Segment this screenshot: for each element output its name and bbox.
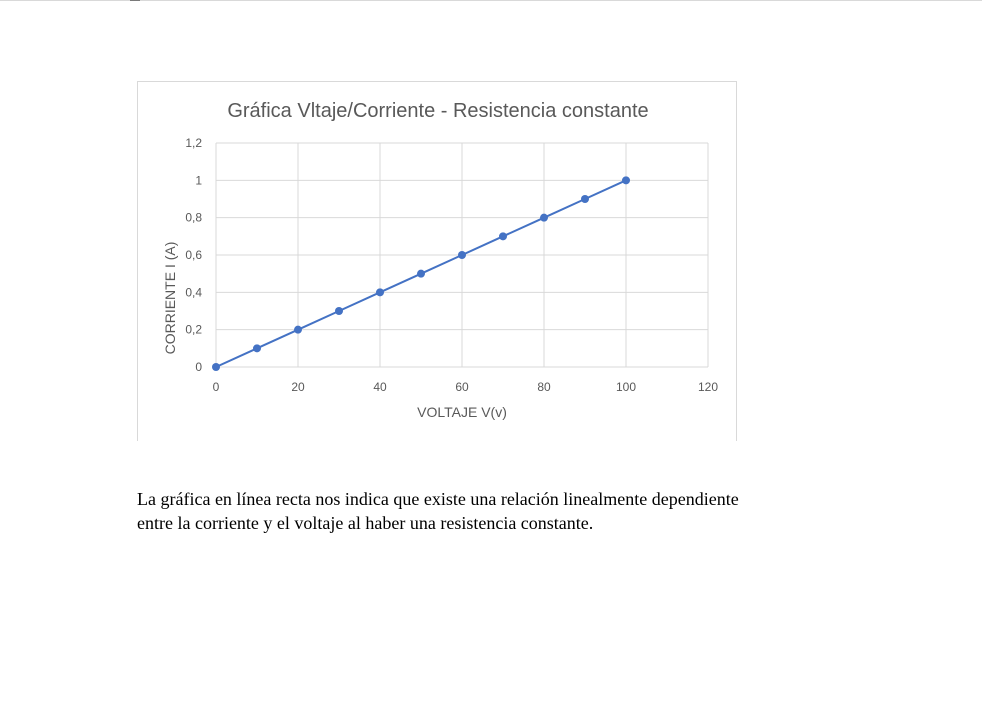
data-point [581,195,589,203]
x-tick-label: 0 [213,380,220,394]
chart-container: Gráfica Vltaje/Corriente - Resistencia c… [137,81,737,441]
data-point [622,176,630,185]
data-point [499,232,507,241]
x-tick-label: 60 [455,380,469,394]
body-paragraph: La gráfica en línea recta nos indica que… [137,487,837,535]
x-tick-label: 20 [291,380,305,394]
y-axis-tick-labels: 0 0,2 0,4 0,6 0,8 1 1,2 [185,136,202,374]
y-tick-label: 0,2 [185,323,202,337]
y-tick-label: 0,8 [185,211,202,225]
page-top-mark [130,0,140,1]
x-axis-title: VOLTAJE V(v) [417,404,507,420]
y-tick-label: 1 [195,173,202,187]
y-tick-label: 1,2 [185,136,202,150]
data-point [417,269,425,278]
y-tick-label: 0,4 [185,285,202,299]
y-axis-title: CORRIENTE I (A) [162,242,178,355]
x-tick-label: 120 [698,380,718,394]
paragraph-line-1: La gráfica en línea recta nos indica que… [137,489,739,509]
paragraph-line-2: entre la corriente y el voltaje al haber… [137,513,594,533]
x-tick-label: 40 [373,380,387,394]
data-point [212,363,220,371]
x-tick-label: 80 [537,380,551,394]
y-tick-label: 0,6 [185,248,202,262]
chart-title: Gráfica Vltaje/Corriente - Resistencia c… [227,100,648,122]
chart-series [212,176,630,371]
data-point [540,213,548,222]
data-point [458,251,466,259]
data-point [376,288,384,297]
chart-svg: Gráfica Vltaje/Corriente - Resistencia c… [162,100,719,420]
chart-gridlines [215,142,709,368]
page-top-rule [0,0,982,1]
data-point [253,344,261,353]
y-tick-label: 0 [195,360,202,374]
data-point [294,325,302,334]
x-tick-label: 100 [616,380,636,394]
data-point [335,307,343,315]
x-axis-tick-labels: 0 20 40 60 80 100 120 [213,380,719,394]
